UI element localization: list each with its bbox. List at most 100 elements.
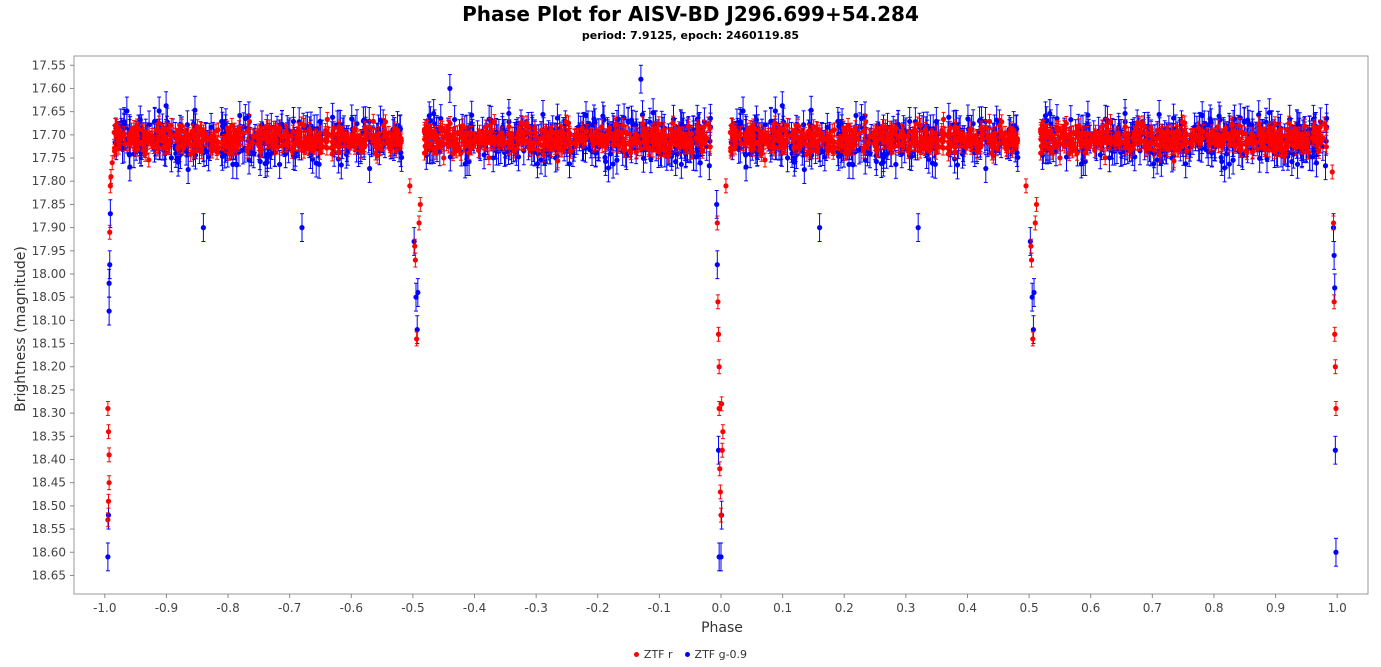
data-point bbox=[610, 161, 616, 167]
data-point bbox=[163, 103, 169, 109]
data-point bbox=[1218, 154, 1224, 161]
data-point bbox=[873, 158, 879, 165]
y-tick-label: 18.25 bbox=[32, 383, 66, 397]
y-tick-label: 18.05 bbox=[32, 290, 66, 304]
data-point bbox=[614, 157, 620, 163]
data-point bbox=[1042, 113, 1049, 119]
x-tick-label: 0.7 bbox=[1143, 601, 1162, 615]
data-point bbox=[772, 108, 778, 114]
x-tick-label: -0.7 bbox=[278, 601, 301, 615]
data-point bbox=[184, 122, 190, 128]
axes: -1.0 -0.9 -0.8 -0.7 -0.6 -0.5 -0.4 -0.3 -0.2 -0.1… bbox=[32, 58, 1347, 615]
y-tick-label: 17.85 bbox=[32, 197, 66, 211]
data-point bbox=[1047, 110, 1053, 117]
data-point bbox=[1322, 163, 1329, 169]
data-point bbox=[1313, 160, 1320, 166]
x-tick-label: -0.4 bbox=[463, 601, 486, 615]
data-point bbox=[607, 151, 614, 157]
y-tick-label: 17.75 bbox=[32, 151, 66, 165]
y-tick-label: 18.65 bbox=[32, 568, 66, 582]
data-point bbox=[431, 110, 437, 117]
y-tick-label: 17.55 bbox=[32, 58, 66, 72]
data-point bbox=[1230, 157, 1236, 163]
data-point bbox=[290, 118, 297, 125]
y-tick-label: 18.50 bbox=[32, 499, 66, 513]
x-tick-label: 0.5 bbox=[1020, 601, 1039, 615]
data-point-g bbox=[469, 100, 475, 130]
data-point bbox=[862, 157, 868, 163]
y-tick-label: 18.60 bbox=[32, 545, 66, 559]
y-tick-label: 17.60 bbox=[32, 81, 66, 95]
data-point bbox=[156, 108, 162, 114]
x-tick-label: 0.6 bbox=[1081, 601, 1100, 615]
y-tick-label: 17.90 bbox=[32, 221, 66, 235]
y-tick-label: 18.00 bbox=[32, 267, 66, 281]
data-point bbox=[1183, 161, 1189, 167]
data-point bbox=[257, 158, 263, 165]
data-point-g bbox=[706, 151, 712, 181]
data-point bbox=[907, 118, 913, 125]
data-point bbox=[1156, 111, 1162, 118]
data-point bbox=[452, 116, 458, 123]
chart-subtitle: period: 7.9125, epoch: 2460119.85 bbox=[0, 29, 1381, 42]
data-point bbox=[398, 154, 405, 161]
x-tick-label: -0.2 bbox=[586, 601, 609, 615]
data-point-g bbox=[808, 95, 814, 125]
data-point bbox=[192, 107, 198, 113]
data-point bbox=[1014, 150, 1020, 156]
data-point bbox=[800, 122, 807, 128]
x-tick-label: 0.8 bbox=[1204, 601, 1223, 615]
x-tick-label: 1.0 bbox=[1328, 601, 1347, 615]
x-tick-label: -0.9 bbox=[155, 601, 178, 615]
data-point bbox=[127, 164, 133, 170]
x-tick-label: 0.9 bbox=[1266, 601, 1285, 615]
chart-title: Phase Plot for AISV-BD J296.699+54.284 bbox=[0, 2, 1381, 26]
data-point bbox=[469, 112, 475, 118]
x-tick-label: -0.6 bbox=[340, 601, 363, 615]
x-tick-label: -0.5 bbox=[401, 601, 424, 615]
data-point bbox=[893, 161, 899, 168]
data-point bbox=[246, 157, 252, 163]
data-point bbox=[779, 103, 785, 109]
data-marks bbox=[105, 64, 1339, 572]
data-point bbox=[1199, 113, 1205, 119]
data-point bbox=[1216, 113, 1222, 119]
x-tick-label: -0.8 bbox=[216, 601, 239, 615]
y-tick-label: 17.95 bbox=[32, 244, 66, 258]
data-point bbox=[398, 150, 404, 156]
data-point-g bbox=[192, 95, 198, 125]
data-point bbox=[808, 107, 814, 113]
y-tick-label: 18.30 bbox=[32, 406, 66, 420]
data-point bbox=[1222, 165, 1228, 171]
data-point bbox=[602, 154, 608, 161]
data-point-g bbox=[605, 153, 612, 183]
y-tick-label: 18.10 bbox=[32, 313, 66, 327]
x-tick-label: 0.4 bbox=[958, 601, 977, 615]
data-point-g bbox=[1085, 100, 1091, 130]
y-tick-label: 18.40 bbox=[32, 453, 66, 467]
data-point bbox=[1224, 151, 1230, 157]
data-point-g bbox=[1322, 151, 1329, 181]
data-point bbox=[706, 163, 712, 169]
y-tick-label: 18.55 bbox=[32, 522, 66, 536]
data-point bbox=[277, 161, 283, 168]
data-point bbox=[426, 113, 432, 119]
data-point bbox=[605, 165, 612, 171]
y-tick-label: 18.20 bbox=[32, 360, 66, 374]
x-tick-label: 0.1 bbox=[773, 601, 792, 615]
data-point bbox=[583, 113, 589, 119]
data-point bbox=[566, 161, 573, 167]
data-point bbox=[540, 111, 546, 118]
data-point bbox=[1085, 112, 1091, 118]
y-tick-label: 18.35 bbox=[32, 429, 66, 443]
data-point-g bbox=[163, 91, 169, 121]
data-point-g bbox=[431, 99, 437, 128]
data-point bbox=[1324, 115, 1330, 121]
x-tick-label: -1.0 bbox=[93, 601, 116, 615]
y-tick-label: 17.65 bbox=[32, 105, 66, 119]
x-tick-label: -0.1 bbox=[648, 601, 671, 615]
data-point bbox=[707, 115, 714, 121]
data-point bbox=[602, 158, 609, 165]
data-point bbox=[1068, 116, 1074, 123]
